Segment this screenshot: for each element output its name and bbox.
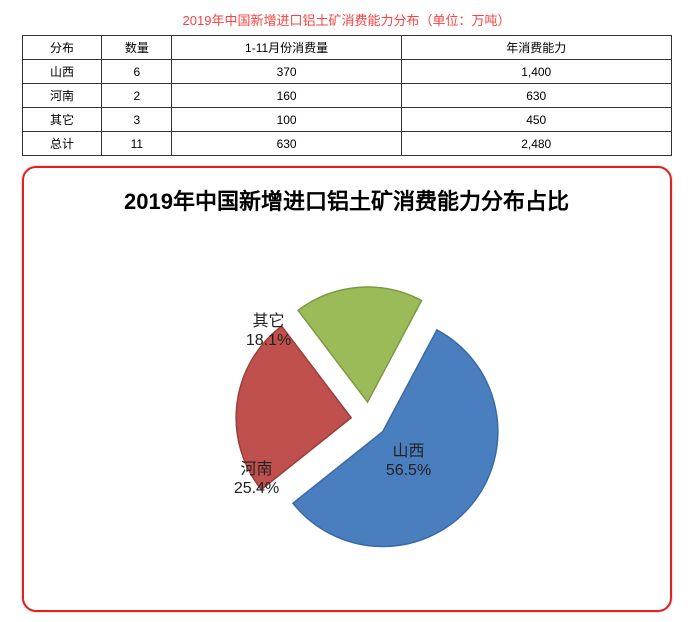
pie-chart: 山西56.5%河南25.4%其它18.1%: [34, 230, 654, 590]
page-title: 2019年中国新增进口铝土矿消费能力分布（单位：万吨）: [10, 10, 683, 29]
table-cell: 3: [102, 108, 172, 132]
col-header: 年消费能力: [401, 36, 671, 60]
table-cell: 11: [102, 132, 172, 156]
chart-title: 2019年中国新增进口铝土矿消费能力分布占比: [34, 184, 660, 216]
table-cell: 其它: [22, 108, 102, 132]
table-cell: 山西: [22, 60, 102, 84]
table-cell: 630: [172, 132, 402, 156]
table-cell: 100: [172, 108, 402, 132]
table-row: 其它3100450: [22, 108, 671, 132]
col-header: 数量: [102, 36, 172, 60]
table-cell: 6: [102, 60, 172, 84]
col-header: 分布: [22, 36, 102, 60]
data-table: 分布 数量 1-11月份消费量 年消费能力 山西63701,400河南21606…: [22, 35, 672, 156]
table-cell: 2,480: [401, 132, 671, 156]
table-cell: 1,400: [401, 60, 671, 84]
table-cell: 630: [401, 84, 671, 108]
table-row: 河南2160630: [22, 84, 671, 108]
table-row: 山西63701,400: [22, 60, 671, 84]
table-cell: 450: [401, 108, 671, 132]
table-cell: 总计: [22, 132, 102, 156]
col-header: 1-11月份消费量: [172, 36, 402, 60]
table-cell: 2: [102, 84, 172, 108]
table-row: 总计116302,480: [22, 132, 671, 156]
table-cell: 河南: [22, 84, 102, 108]
table-cell: 160: [172, 84, 402, 108]
table-cell: 370: [172, 60, 402, 84]
table-header-row: 分布 数量 1-11月份消费量 年消费能力: [22, 36, 671, 60]
chart-card: 2019年中国新增进口铝土矿消费能力分布占比 山西56.5%河南25.4%其它1…: [22, 166, 672, 612]
